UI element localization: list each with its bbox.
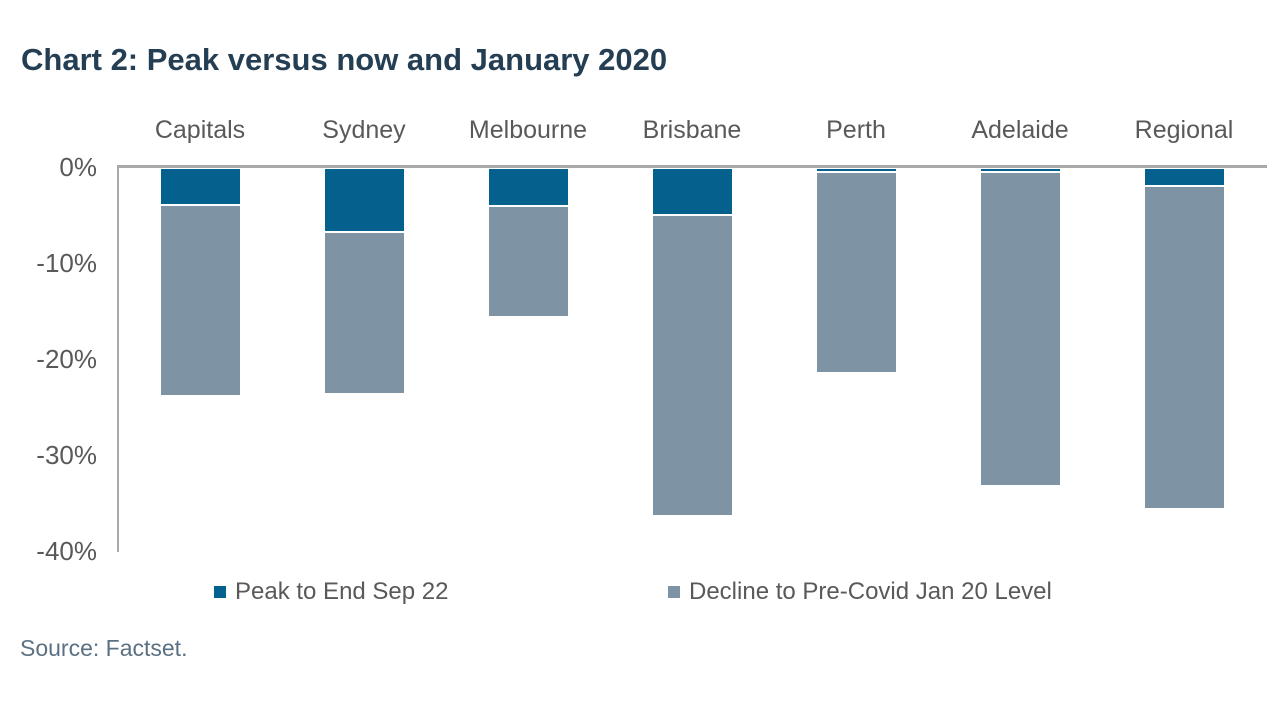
chart-title: Chart 2: Peak versus now and January 202… <box>21 42 668 77</box>
legend-item-1: Decline to Pre-Covid Jan 20 Level <box>668 578 1052 606</box>
y-tick-label: -10% <box>36 248 97 278</box>
y-tick-label: -40% <box>36 536 97 566</box>
bar-segment-peak-perth <box>815 168 897 172</box>
y-tick-label: 0% <box>59 152 97 182</box>
legend-item-0: Peak to End Sep 22 <box>214 578 449 606</box>
bar-segment-decline-adelaide <box>979 171 1061 486</box>
bar-segment-decline-sydney <box>323 232 405 394</box>
bar-segment-peak-regional <box>1143 168 1225 187</box>
legend-swatch-icon <box>668 586 680 598</box>
category-label-capitals: Capitals <box>154 116 246 144</box>
y-tick-label: -30% <box>36 440 97 470</box>
bar-segment-peak-capitals <box>159 168 241 206</box>
y-tick-label: -20% <box>36 344 97 374</box>
y-axis-line <box>117 166 119 552</box>
category-label-adelaide: Adelaide <box>971 116 1069 144</box>
bar-segment-peak-adelaide <box>979 168 1061 172</box>
bar-segment-peak-brisbane <box>651 168 733 216</box>
x-axis-zero-line <box>117 165 1267 168</box>
bar-segment-peak-sydney <box>323 168 405 233</box>
legend-label: Peak to End Sep 22 <box>235 578 449 605</box>
bar-segment-peak-melbourne <box>487 168 569 207</box>
category-label-perth: Perth <box>826 116 886 144</box>
legend-label: Decline to Pre-Covid Jan 20 Level <box>689 578 1052 605</box>
bar-segment-decline-perth <box>815 171 897 374</box>
category-label-sydney: Sydney <box>322 116 406 144</box>
category-label-brisbane: Brisbane <box>642 116 742 144</box>
category-label-regional: Regional <box>1134 116 1234 144</box>
legend-swatch-icon <box>214 586 226 598</box>
category-label-melbourne: Melbourne <box>468 116 588 144</box>
bar-segment-decline-melbourne <box>487 206 569 317</box>
source-note: Source: Factset. <box>20 635 188 661</box>
bar-segment-decline-brisbane <box>651 215 733 517</box>
bar-segment-decline-regional <box>1143 186 1225 509</box>
bar-segment-decline-capitals <box>159 205 241 396</box>
